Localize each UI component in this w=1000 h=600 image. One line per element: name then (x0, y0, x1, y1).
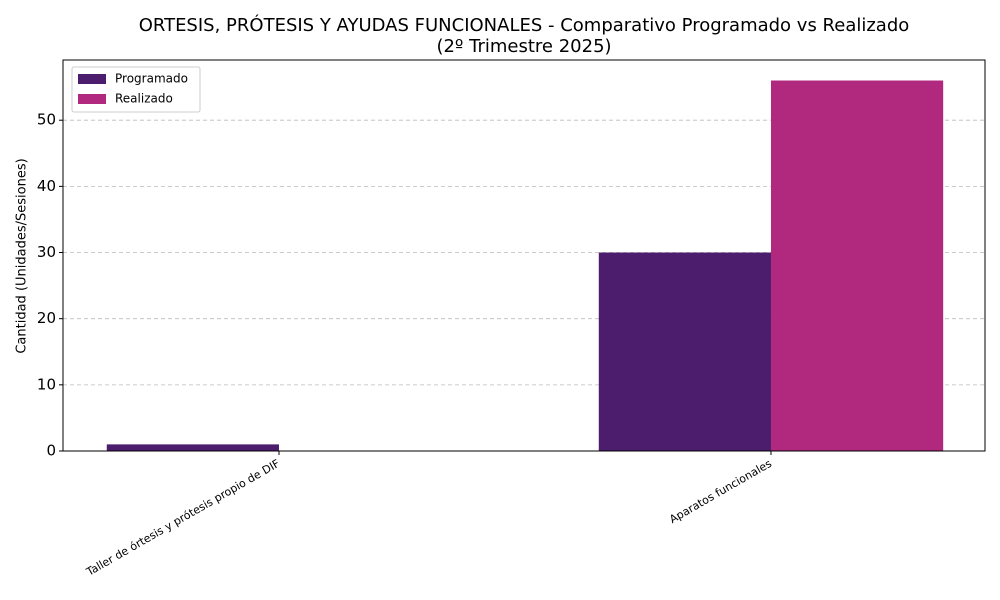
bar (770, 80, 944, 451)
y-tick-label: 10 (37, 375, 56, 393)
bar (106, 444, 279, 451)
y-tick-label: 20 (37, 309, 56, 327)
y-axis-label: Cantidad (Unidades/Sesiones) (15, 158, 30, 353)
y-tick-label: 0 (46, 442, 56, 460)
legend-label: Programado (115, 72, 188, 86)
chart-title: ORTESIS, PRÓTESIS Y AYUDAS FUNCIONALES -… (139, 14, 910, 36)
y-tick-label: 40 (37, 177, 56, 195)
chart-title: (2º Trimestre 2025) (436, 36, 611, 57)
y-tick-label: 30 (37, 243, 56, 261)
plot-frame (62, 59, 986, 452)
y-tick-label: 50 (37, 111, 56, 129)
legend-swatch (78, 74, 106, 84)
legend: Programado Realizado (71, 66, 201, 113)
legend-label: Realizado (115, 92, 173, 106)
bar (598, 252, 771, 451)
legend-swatch (78, 94, 106, 104)
